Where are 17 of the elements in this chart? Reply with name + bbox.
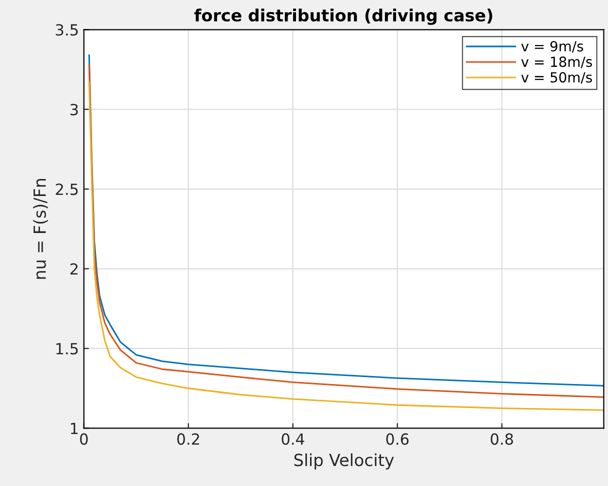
chart-title: force distribution (driving case) [194, 8, 492, 25]
x-tick-label: 0.2 [177, 433, 200, 445]
legend-label: v = 18m/s [521, 56, 592, 68]
y-tick-label: 2 [70, 263, 78, 275]
legend-label: v = 50m/s [521, 72, 592, 84]
y-tick-label: 3 [70, 104, 78, 116]
x-tick-label: 0 [80, 433, 88, 445]
y-tick-label: 1 [71, 422, 78, 434]
x-tick-label: 0.4 [282, 433, 304, 445]
x-tick-label: 0.8 [490, 433, 513, 445]
x-axis-title: Slip Velocity [294, 453, 394, 470]
x-tick-label: 0.6 [386, 433, 409, 445]
y-axis-title: nu = F(s)/Fn [33, 178, 48, 279]
y-tick-label: 1.5 [56, 343, 78, 354]
legend-label: v = 9m/s [521, 41, 584, 53]
y-tick-label: 3.5 [56, 24, 78, 36]
y-tick-label: 2.5 [56, 184, 78, 196]
